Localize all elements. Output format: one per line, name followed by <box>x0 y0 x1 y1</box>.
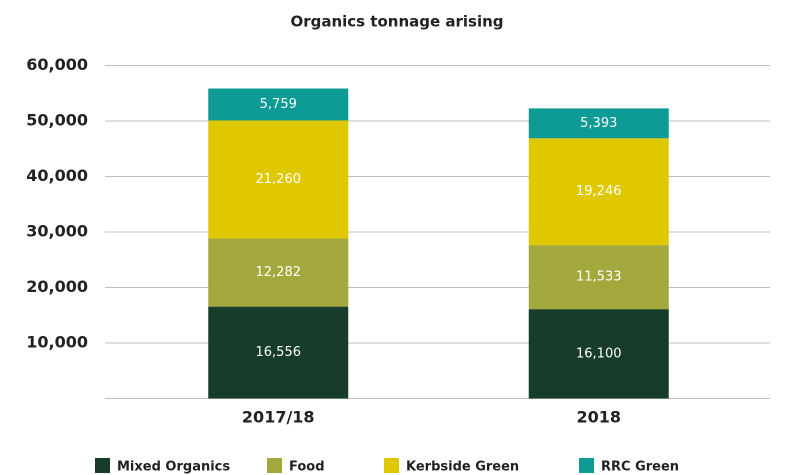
data-label: 19,246 <box>576 184 622 199</box>
bar-segment <box>528 108 669 139</box>
chart-title: Organics tonnage arising <box>290 13 503 31</box>
bar-segment <box>528 245 669 310</box>
data-label: 11,533 <box>576 270 622 285</box>
data-label: 12,282 <box>256 265 302 280</box>
y-tick-label: 10,000 <box>26 333 88 352</box>
legend-swatch <box>384 458 399 473</box>
bar-segment <box>208 88 349 121</box>
legend-swatch <box>95 458 110 473</box>
y-tick-label: 30,000 <box>26 222 88 241</box>
bar-segment <box>208 238 349 307</box>
bar-segment <box>528 138 669 246</box>
legend-label: Food <box>289 460 325 475</box>
data-label: 5,759 <box>260 97 297 112</box>
y-tick-label: 50,000 <box>26 111 88 130</box>
x-tick-label: 2018 <box>576 408 621 427</box>
data-label: 5,393 <box>580 116 617 131</box>
legend-label: Mixed Organics <box>117 460 230 475</box>
data-label: 16,100 <box>576 346 622 361</box>
x-tick-label: 2017/18 <box>242 408 315 427</box>
y-tick-label: 20,000 <box>26 277 88 296</box>
data-label: 21,260 <box>256 172 302 187</box>
data-label: 16,556 <box>256 345 302 360</box>
bar-segment <box>528 309 669 399</box>
bar-segment <box>208 120 349 239</box>
y-tick-label: 40,000 <box>26 166 88 185</box>
legend-swatch <box>579 458 594 473</box>
y-tick-label: 60,000 <box>26 55 88 74</box>
legend-swatch <box>267 458 282 473</box>
legend-label: Kerbside Green <box>406 460 519 475</box>
legend-label: RRC Green <box>601 460 679 475</box>
bar-segment <box>208 306 349 399</box>
